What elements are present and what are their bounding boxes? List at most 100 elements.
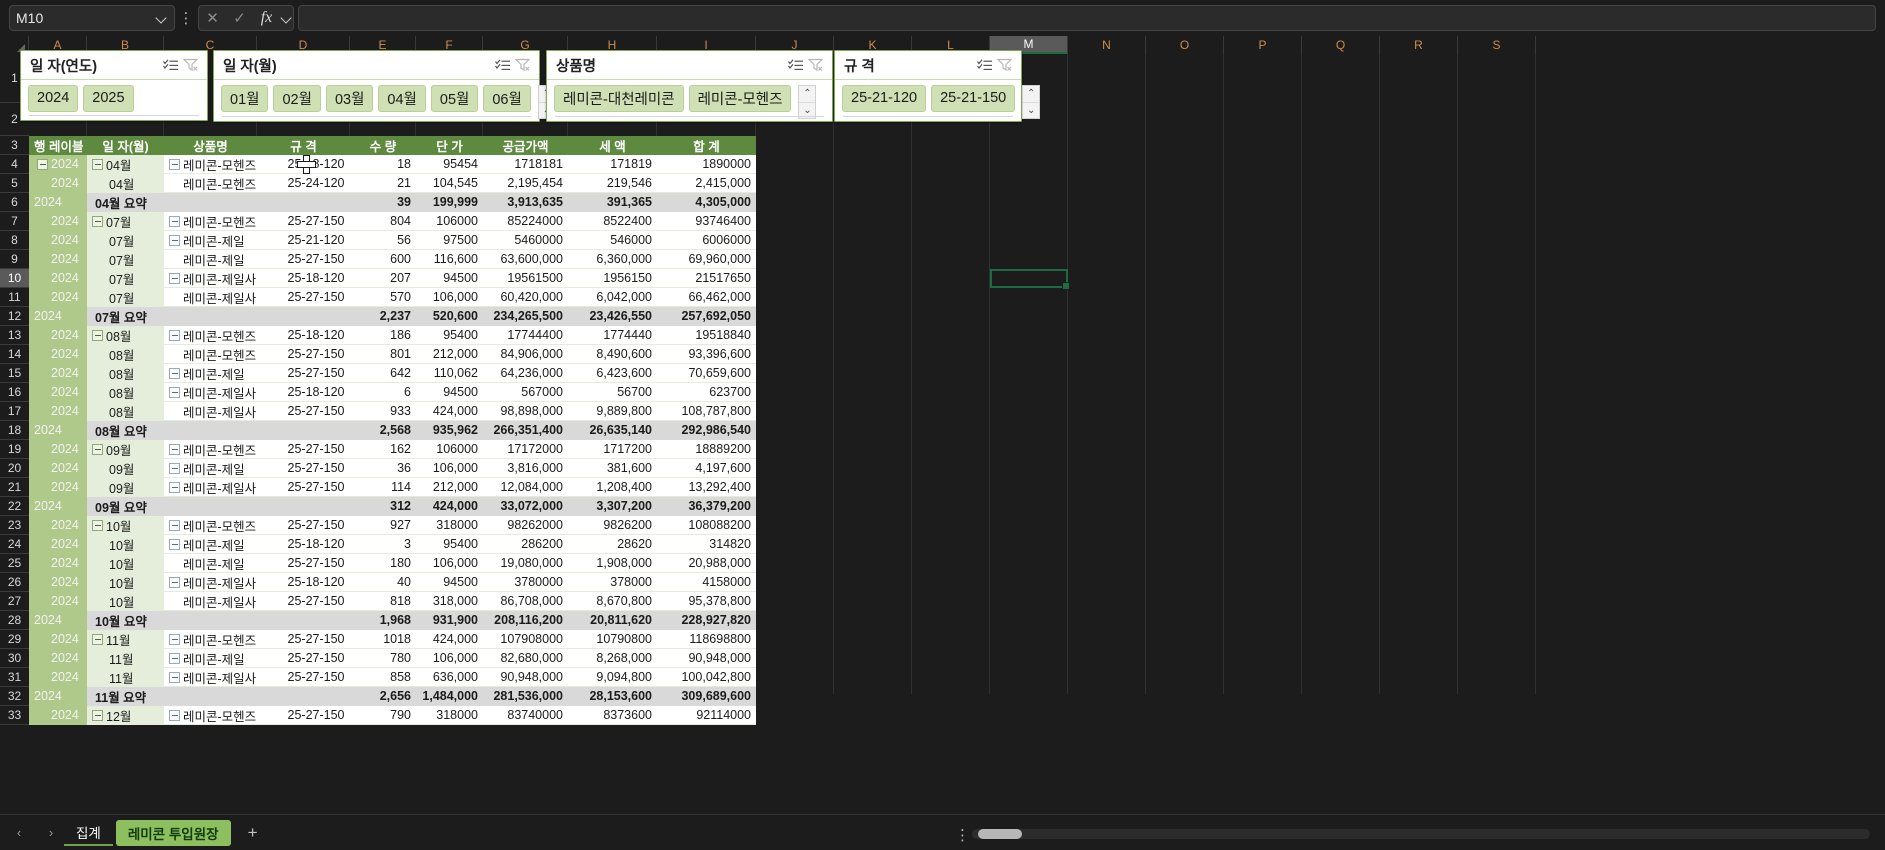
- column-header-p[interactable]: P: [1224, 36, 1302, 54]
- pivot-column-header-2[interactable]: 상품명: [164, 136, 257, 155]
- clear-filter-icon[interactable]: [806, 56, 826, 74]
- collapse-toggle-icon[interactable]: [92, 443, 103, 455]
- more-options-icon[interactable]: ⋮: [955, 827, 970, 844]
- plus-icon[interactable]: +: [247, 822, 258, 842]
- slicer-item-06월[interactable]: 06월: [483, 85, 531, 112]
- row-header-6[interactable]: 6: [0, 193, 29, 212]
- pivot-summary-row[interactable]: 2024 10월 요약 1,968 931,900 208,116,200 20,811,…: [29, 611, 756, 630]
- pivot-data-row[interactable]: 2024 07월 레미콘-제일사 25-27-150 570 106,000 60,420,…: [29, 288, 756, 307]
- scrollbar-thumb[interactable]: [978, 829, 1022, 839]
- slicer-item-01월[interactable]: 01월: [221, 85, 269, 112]
- formula-bar-kebab-icon[interactable]: ⋮: [178, 10, 194, 27]
- collapse-toggle-icon[interactable]: [169, 709, 180, 721]
- pivot-data-row[interactable]: 2024 08월 레미콘-모헨즈 25-27-150 801 212,000 84,906,…: [29, 345, 756, 364]
- collapse-toggle-icon[interactable]: [169, 576, 180, 588]
- column-header-b[interactable]: B: [87, 36, 164, 54]
- pivot-column-header-3[interactable]: 규 격: [257, 136, 350, 155]
- slicer-item-2025[interactable]: 2025: [83, 85, 134, 112]
- collapse-toggle-icon[interactable]: [92, 709, 103, 721]
- multi-select-icon[interactable]: [493, 56, 513, 74]
- chevron-down-icon[interactable]: [281, 12, 293, 24]
- pivot-data-row[interactable]: 2024 07월 레미콘-제일사 25-18-120 207 94500 19561500 1…: [29, 269, 756, 288]
- row-header-12[interactable]: 12: [0, 307, 29, 326]
- row-header-10[interactable]: 10: [0, 269, 29, 288]
- row-header-8[interactable]: 8: [0, 231, 29, 250]
- column-header-g[interactable]: G: [483, 36, 568, 54]
- collapse-toggle-icon[interactable]: [169, 538, 180, 550]
- slicer-scrollbar[interactable]: ⌃⌄: [798, 85, 817, 119]
- slicer-scrollbar[interactable]: ⌃⌄: [1022, 85, 1041, 119]
- column-header-m[interactable]: M: [990, 36, 1068, 54]
- pivot-data-row[interactable]: 2024 10월 레미콘-제일 25-18-120 3 95400 286200 28620 3…: [29, 535, 756, 554]
- slicer-item-05월[interactable]: 05월: [430, 85, 479, 112]
- pivot-data-row[interactable]: 2024 11월 레미콘-제일사 25-27-150 858 636,000 90,948,…: [29, 668, 756, 687]
- slicer-spec[interactable]: 규 격 25-21-120 25-21-150 ⌃ ⌄: [834, 50, 1041, 122]
- sheet-tab-0[interactable]: 집계: [64, 820, 113, 846]
- chevron-down-icon[interactable]: [156, 12, 168, 24]
- row-header-4[interactable]: 4: [0, 155, 29, 174]
- row-header-15[interactable]: 15: [0, 364, 29, 383]
- horizontal-scrollbar[interactable]: [972, 829, 1870, 839]
- column-header-o[interactable]: O: [1146, 36, 1224, 54]
- pivot-column-header-0[interactable]: 행 레이블: [29, 136, 87, 155]
- row-header-16[interactable]: 16: [0, 383, 29, 402]
- chevron-up-icon[interactable]: ⌃: [803, 88, 812, 100]
- column-header-c[interactable]: C: [164, 36, 257, 54]
- column-header-s[interactable]: S: [1458, 36, 1536, 54]
- pivot-data-row[interactable]: 2024 04월 레미콘-모헨즈 25-24-120 21 104,545 2,195,45…: [29, 174, 756, 193]
- collapse-toggle-icon[interactable]: [37, 158, 48, 170]
- row-header-3[interactable]: 3: [0, 136, 29, 155]
- pivot-data-row[interactable]: 2024 09월 레미콘-제일사 25-27-150 114 212,000 12,084,…: [29, 478, 756, 497]
- pivot-column-header-5[interactable]: 단 가: [416, 136, 483, 155]
- pivot-data-row[interactable]: 2024 07월 레미콘-제일 25-27-150 600 116,600 63,600,0…: [29, 250, 756, 269]
- collapse-toggle-icon[interactable]: [92, 519, 103, 531]
- collapse-toggle-icon[interactable]: [169, 481, 180, 493]
- column-header-l[interactable]: L: [912, 36, 990, 54]
- pivot-column-header-8[interactable]: 합 계: [657, 136, 756, 155]
- clear-filter-icon[interactable]: [995, 56, 1015, 74]
- chevron-down-icon[interactable]: ⌄: [1023, 101, 1040, 119]
- select-all-corner[interactable]: [0, 36, 29, 54]
- row-header-18[interactable]: 18: [0, 421, 29, 440]
- row-header-9[interactable]: 9: [0, 250, 29, 269]
- slicer-item-2024[interactable]: 2024: [28, 85, 79, 112]
- clear-filter-icon[interactable]: [513, 56, 533, 74]
- pivot-summary-row[interactable]: 2024 11월 요약 2,656 1,484,000 281,536,000 28,15…: [29, 687, 756, 706]
- pivot-data-row[interactable]: 2024 10월 레미콘-모헨즈 25-27-150 927 318000 98262000…: [29, 516, 756, 535]
- slicer-item-25-21-120[interactable]: 25-21-120: [842, 85, 927, 112]
- multi-select-icon[interactable]: [161, 56, 181, 74]
- column-header-j[interactable]: J: [756, 36, 834, 54]
- row-header-19[interactable]: 19: [0, 440, 29, 459]
- collapse-toggle-icon[interactable]: [169, 234, 180, 246]
- chevron-down-icon[interactable]: ⌄: [799, 101, 816, 119]
- collapse-toggle-icon[interactable]: [169, 519, 180, 531]
- collapse-toggle-icon[interactable]: [92, 633, 103, 645]
- row-header-20[interactable]: 20: [0, 459, 29, 478]
- pivot-data-row[interactable]: 2024 08월 레미콘-제일사 25-27-150 933 424,000 98,898,…: [29, 402, 756, 421]
- collapse-toggle-icon[interactable]: [169, 633, 180, 645]
- column-header-h[interactable]: H: [568, 36, 657, 54]
- column-header-a[interactable]: A: [29, 36, 87, 54]
- row-header-27[interactable]: 27: [0, 592, 29, 611]
- column-header-q[interactable]: Q: [1302, 36, 1380, 54]
- slicer-item-04월[interactable]: 04월: [378, 85, 426, 112]
- pivot-data-row[interactable]: 2024 12월 레미콘-모헨즈 25-27-150 790 318000 83740000…: [29, 706, 756, 725]
- close-icon[interactable]: ✕: [206, 10, 219, 27]
- pivot-data-row[interactable]: 2024 08월 레미콘-제일사 25-18-120 6 94500 567000 56700…: [29, 383, 756, 402]
- chevron-up-icon[interactable]: ⌃: [1027, 88, 1036, 100]
- slicer-item-03월[interactable]: 03월: [325, 85, 374, 112]
- column-header-k[interactable]: K: [834, 36, 912, 54]
- row-header-7[interactable]: 7: [0, 212, 29, 231]
- slicer-product-name[interactable]: 상품명 레미콘-대천레미콘 레미콘-모헨즈 ⌃ ⌄: [546, 50, 833, 122]
- collapse-toggle-icon[interactable]: [169, 272, 180, 284]
- row-header-14[interactable]: 14: [0, 345, 29, 364]
- pivot-column-header-1[interactable]: 일 자(월): [87, 136, 164, 155]
- row-header-31[interactable]: 31: [0, 668, 29, 687]
- column-header-r[interactable]: R: [1380, 36, 1458, 54]
- multi-select-icon[interactable]: [786, 56, 806, 74]
- slicer-item-레미콘-모헨즈[interactable]: 레미콘-모헨즈: [688, 85, 792, 112]
- pivot-data-row[interactable]: 2024 07월 레미콘-모헨즈 25-27-150 804 106000 85224000…: [29, 212, 756, 231]
- column-header-d[interactable]: D: [257, 36, 350, 54]
- column-header-f[interactable]: F: [416, 36, 483, 54]
- multi-select-icon[interactable]: [975, 56, 995, 74]
